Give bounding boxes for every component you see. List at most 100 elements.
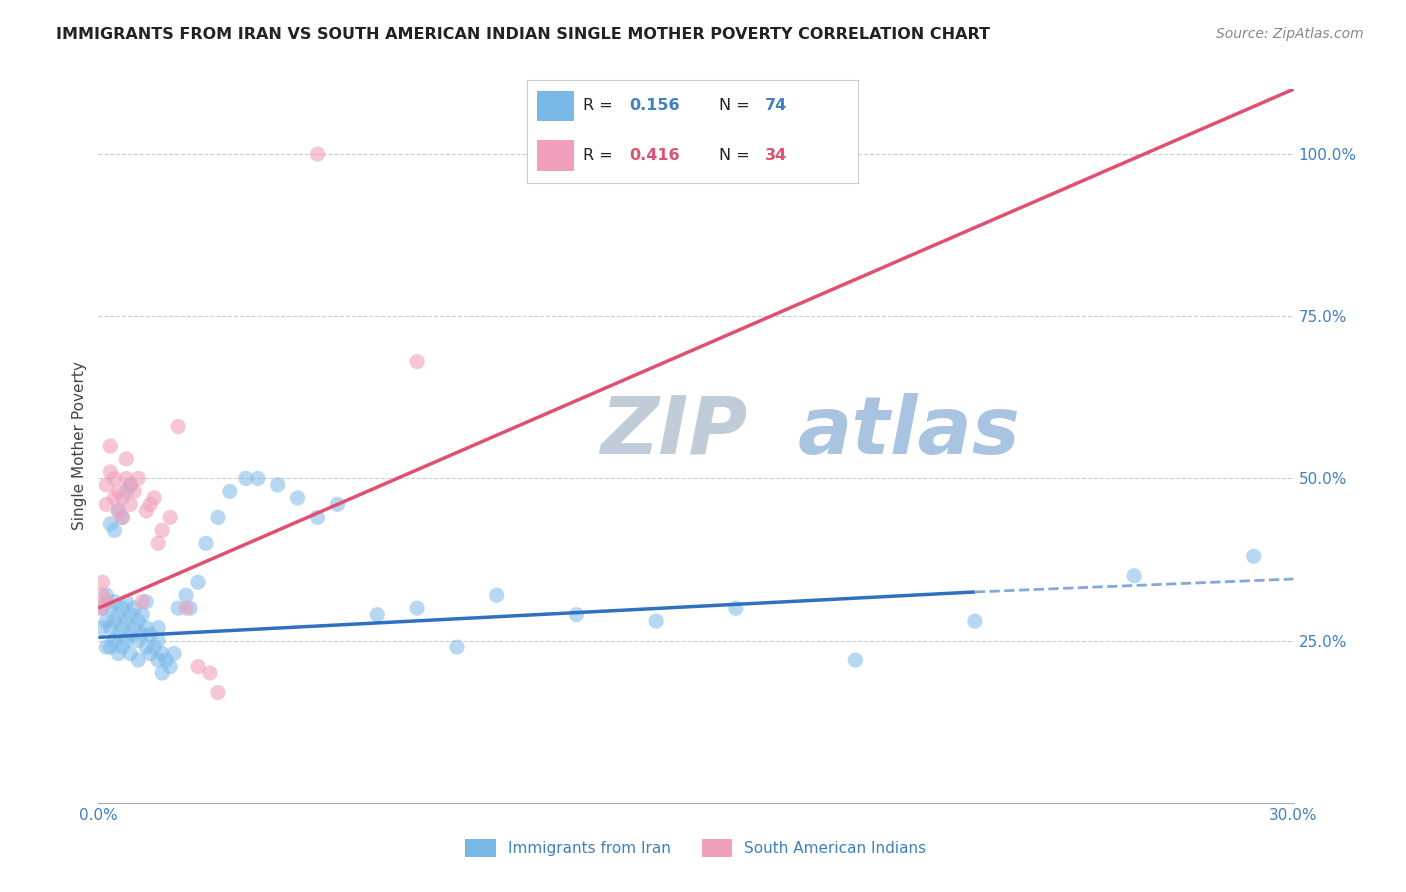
Point (103, 633, 125, 648)
Point (446, 640, 468, 654)
Point (98, 601, 122, 615)
Text: Source: ZipAtlas.com: Source: ZipAtlas.com (1216, 27, 1364, 41)
Point (120, 478, 142, 492)
Point (107, 627, 129, 641)
Point (187, 659, 209, 673)
Point (111, 621, 134, 635)
Point (115, 633, 138, 648)
Point (91, 621, 114, 635)
Point (246, 471, 269, 485)
Point (163, 647, 186, 661)
Point (219, 484, 242, 499)
Point (103, 491, 125, 505)
Point (115, 452, 138, 467)
Point (103, 524, 125, 538)
Point (107, 647, 129, 661)
Text: ZIP: ZIP (600, 392, 748, 471)
Point (174, 601, 197, 615)
Y-axis label: Single Mother Poverty: Single Mother Poverty (72, 361, 87, 531)
Point (167, 419, 190, 434)
Point (207, 685, 229, 699)
Point (135, 621, 157, 635)
Point (124, 621, 146, 635)
Point (131, 607, 153, 622)
Point (198, 666, 221, 681)
Point (565, 607, 588, 622)
Point (111, 510, 134, 524)
Point (844, 653, 866, 667)
Point (179, 601, 201, 615)
Point (127, 633, 149, 648)
Point (107, 504, 129, 518)
Point (96, 595, 118, 609)
Text: IMMIGRANTS FROM IRAN VS SOUTH AMERICAN INDIAN SINGLE MOTHER POVERTY CORRELATION : IMMIGRANTS FROM IRAN VS SOUTH AMERICAN I… (56, 27, 990, 42)
Point (143, 491, 166, 505)
Point (91, 575, 114, 590)
Point (96, 588, 118, 602)
Point (150, 666, 173, 681)
FancyBboxPatch shape (537, 91, 574, 121)
Point (107, 607, 129, 622)
Point (148, 633, 170, 648)
Text: 34: 34 (765, 148, 787, 162)
Point (159, 510, 181, 524)
Point (96, 497, 118, 511)
Point (98, 621, 122, 635)
Point (287, 491, 309, 505)
Point (724, 601, 747, 615)
Point (111, 510, 134, 524)
Point (1243, 549, 1265, 564)
Point (96, 614, 118, 628)
Point (120, 647, 142, 661)
Point (120, 478, 142, 492)
Text: 0.416: 0.416 (630, 148, 681, 162)
Point (107, 504, 129, 518)
Text: R =: R = (583, 148, 619, 162)
Point (98, 439, 122, 453)
Point (124, 601, 146, 615)
Point (131, 627, 153, 641)
Text: 0.156: 0.156 (630, 98, 681, 113)
Point (111, 640, 134, 654)
Point (91, 588, 114, 602)
Point (235, 471, 257, 485)
Point (135, 504, 157, 518)
Point (148, 653, 170, 667)
Point (124, 484, 146, 499)
Point (139, 497, 162, 511)
Text: R =: R = (583, 98, 619, 113)
Point (485, 588, 508, 602)
Point (267, 478, 290, 492)
Point (127, 653, 149, 667)
Point (963, 614, 986, 628)
Legend: Immigrants from Iran, South American Indians: Immigrants from Iran, South American Ind… (460, 833, 932, 863)
Point (174, 588, 197, 602)
Point (143, 640, 166, 654)
Point (115, 484, 138, 499)
Point (148, 536, 170, 550)
Text: N =: N = (718, 98, 755, 113)
Point (135, 640, 157, 654)
Point (167, 601, 190, 615)
Point (96, 640, 118, 654)
Point (307, 147, 329, 161)
FancyBboxPatch shape (537, 140, 574, 170)
Text: 74: 74 (765, 98, 787, 113)
Point (127, 614, 149, 628)
Point (103, 595, 125, 609)
Point (120, 627, 142, 641)
Point (103, 614, 125, 628)
Point (120, 497, 142, 511)
Point (645, 614, 668, 628)
Text: atlas: atlas (797, 392, 1021, 471)
Point (187, 575, 209, 590)
Point (326, 497, 349, 511)
Point (1123, 568, 1146, 582)
Point (139, 647, 162, 661)
Point (150, 524, 173, 538)
Point (159, 659, 181, 673)
Point (366, 607, 388, 622)
Point (107, 484, 129, 499)
Point (111, 491, 134, 505)
Point (406, 601, 429, 615)
